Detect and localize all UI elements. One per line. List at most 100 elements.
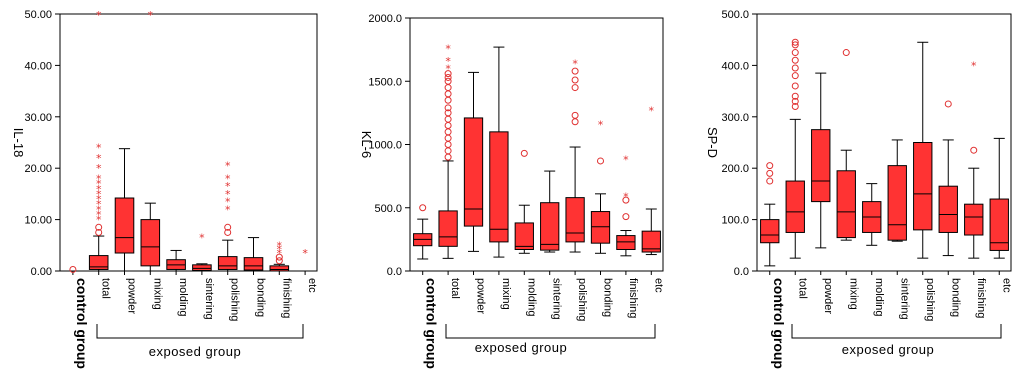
chart-2-category-label: mixing (847, 278, 859, 310)
chart-0-ytick-label: 50.00 (24, 9, 52, 21)
chart-1-ylabel: KL-6 (359, 131, 374, 158)
chart-0-sintering-outlier-star: * (199, 232, 205, 245)
chart-1-molding-box (514, 222, 534, 250)
chart-0-finishing-outlier-circle (275, 253, 283, 261)
chart-1-polishing-outlier-circle (571, 118, 579, 126)
chart-2-mixing-outlier-circle (842, 49, 850, 57)
chart-0-total-outlier-star: * (96, 208, 102, 221)
chart-1-category-label: powder (475, 278, 487, 314)
chart-0-plot-frame (59, 13, 318, 272)
chart-2-ytick-label: 300.0 (721, 112, 749, 124)
chart-1-ytick-label: 1500.0 (368, 76, 402, 88)
chart-2-panel: 0.0 100.0 200.0 300.0 400.0 500.0 SP-D control … (705, 9, 1012, 369)
chart-2-category-label: sintering (898, 278, 910, 320)
chart-2-total-box (785, 180, 805, 233)
chart-0-category-label: sintering (203, 278, 215, 320)
chart-0-polishing-outlier-star: * (225, 188, 231, 201)
chart-1-etc-box (641, 230, 661, 253)
chart-0-category-label: molding (177, 278, 189, 317)
chart-1-category-label: total (449, 278, 461, 299)
chart-0-ytick-label: 40.00 (24, 60, 52, 72)
chart-1-group-bracket (445, 324, 656, 339)
chart-1-total-outlier-circle (444, 84, 452, 92)
chart-0-polishing-outlier-star: * (225, 203, 231, 216)
chart-0-finishing-box (269, 265, 290, 272)
chart-1-sintering-box (540, 202, 560, 251)
chart-0-sintering-box (192, 264, 212, 271)
chart-1-finishing-outlier-circle (622, 196, 630, 204)
chart-2-total-outlier-circle (791, 38, 799, 46)
chart-0-category-label: bonding (255, 278, 267, 317)
chart-0-polishing-outlier-star: * (225, 160, 231, 173)
chart-2-total-outlier-circle (791, 49, 799, 57)
chart-2-total-outlier-circle (791, 82, 799, 90)
chart-2-control-group-outlier-circle (766, 169, 774, 177)
chart-1-polishing-outlier-circle (571, 76, 579, 84)
chart-0-category-label: etc (306, 278, 318, 293)
chart-0-category-label: control group (74, 278, 90, 369)
chart-1-total-outlier-circle (444, 134, 452, 142)
chart-0-total-outlier-star: * (96, 203, 102, 216)
chart-1-category-label: finishing (627, 278, 639, 318)
chart-2-ylabel: SP-D (705, 127, 720, 158)
chart-2-ytick-label: 100.0 (721, 215, 749, 227)
chart-1-category-label: mixing (500, 278, 512, 310)
chart-1-ytick-label: 500.0 (374, 203, 402, 215)
chart-2-bonding-outlier-circle (944, 100, 952, 108)
chart-0-bonding-box (243, 257, 264, 271)
chart-0-group-label: exposed group (149, 344, 242, 359)
chart-2-finishing-outlier-star: * (971, 59, 977, 72)
chart-2-mixing-box (836, 170, 856, 239)
chart-2-finishing-outlier-circle (970, 146, 978, 154)
chart-1-group-label: exposed group (475, 340, 568, 355)
chart-2-total-outlier-circle (791, 56, 799, 64)
chart-1-bonding-box (590, 211, 611, 244)
chart-2-total-outlier-circle (791, 64, 799, 72)
chart-0-category-label: mixing (151, 278, 163, 310)
chart-2-group-bracket (791, 324, 1002, 339)
chart-0-total-outlier-star: * (96, 142, 102, 155)
chart-1-total-outlier-star: * (445, 63, 451, 76)
chart-2-category-label: total (796, 278, 808, 299)
chart-1-total-outlier-circle (444, 153, 452, 161)
chart-0-total-outlier-star: * (96, 183, 102, 196)
chart-1-polishing-box (565, 197, 585, 243)
chart-2-total-outlier-circle (791, 92, 799, 100)
chart-1-panel: 0.0 500.0 1000.0 1500.0 2000.0 KL-6 control gr… (359, 13, 664, 369)
chart-2-group-label: exposed group (842, 342, 935, 357)
chart-1-polishing-outlier-circle (571, 111, 579, 119)
chart-2-category-label: molding (873, 278, 885, 317)
chart-0-ytick-label: 30.00 (24, 112, 52, 124)
chart-2-plot-frame (756, 13, 1012, 272)
chart-1-mixing-box (489, 131, 509, 243)
chart-1-molding-outlier-circle (520, 149, 528, 157)
chart-1-bonding-outlier-circle (597, 157, 604, 165)
chart-2-ytick-label: 400.0 (721, 60, 749, 72)
chart-1-total-outlier-circle (444, 141, 452, 148)
chart-1-control-group-outlier-circle (419, 204, 427, 212)
chart-1-ytick-label: 2000.0 (368, 13, 402, 25)
chart-1-polishing-outlier-star: * (572, 58, 578, 71)
chart-0-powder-box (114, 197, 135, 254)
chart-2-finishing-box (964, 203, 984, 236)
chart-0-category-label: polishing (229, 278, 241, 321)
chart-2-category-label: etc (1000, 278, 1012, 293)
chart-2-category-label: bonding (949, 278, 961, 317)
chart-1-ytick-label: 1000.0 (368, 140, 402, 152)
chart-1-total-outlier-circle (444, 70, 452, 78)
chart-0-polishing-outlier-star: * (225, 172, 231, 185)
chart-2-total-outlier-circle (791, 72, 799, 80)
chart-1-total-outlier-circle (444, 109, 452, 117)
chart-2-category-label: control group (771, 278, 787, 369)
chart-1-total-outlier-circle (444, 128, 452, 136)
chart-2-sintering-box (887, 165, 907, 241)
chart-2-ytick-label: 200.0 (721, 163, 749, 175)
chart-0-total-box (88, 255, 109, 270)
chart-1-powder-box (463, 117, 484, 227)
chart-1-category-label: control group (424, 278, 440, 369)
chart-2-etc-box (989, 198, 1009, 251)
chart-0-ytick-label: 0.00 (31, 266, 52, 278)
chart-1-total-outlier-circle (444, 77, 452, 85)
chart-0-total-outlier-star: * (96, 162, 102, 175)
